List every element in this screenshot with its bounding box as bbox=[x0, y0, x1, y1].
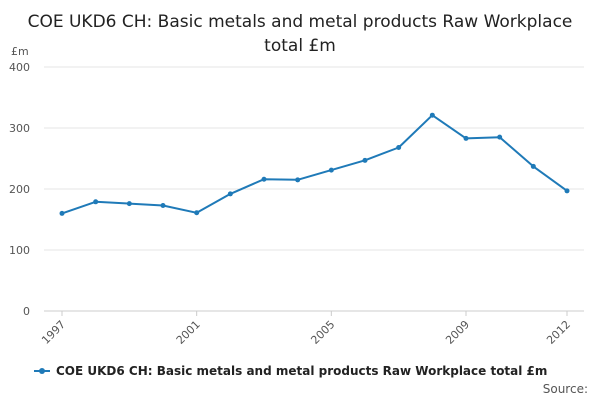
data-point bbox=[362, 157, 368, 163]
legend-label: COE UKD6 CH: Basic metals and metal prod… bbox=[56, 364, 548, 378]
x-axis-ticks: 1997 2001 2005 2009 2012 bbox=[39, 311, 573, 347]
x-tick-label: 2009 bbox=[443, 318, 472, 347]
x-tick-label: 2001 bbox=[174, 318, 203, 347]
data-point bbox=[328, 167, 334, 173]
series-line bbox=[61, 114, 568, 215]
y-tick-label: 0 bbox=[23, 305, 30, 318]
data-point bbox=[126, 201, 132, 207]
data-point bbox=[160, 202, 166, 208]
data-point bbox=[194, 210, 200, 216]
data-point bbox=[396, 145, 402, 151]
data-point bbox=[93, 199, 99, 205]
x-tick-label: 1997 bbox=[39, 318, 68, 347]
data-point bbox=[295, 177, 301, 183]
y-tick-label: 100 bbox=[9, 244, 30, 257]
legend[interactable]: COE UKD6 CH: Basic metals and metal prod… bbox=[34, 364, 547, 378]
data-point bbox=[261, 176, 267, 182]
y-tick-label: 300 bbox=[9, 122, 30, 135]
gridlines bbox=[44, 66, 584, 312]
y-axis-ticks: 0 100 200 300 400 bbox=[9, 61, 30, 318]
series-group bbox=[59, 112, 570, 216]
y-tick-label: 200 bbox=[9, 183, 30, 196]
chart-title: COE UKD6 CH: Basic metals and metal prod… bbox=[27, 12, 573, 56]
data-point bbox=[429, 112, 435, 118]
data-point bbox=[463, 135, 469, 141]
data-point bbox=[497, 134, 503, 140]
data-point bbox=[59, 210, 65, 216]
x-tick-label: 2005 bbox=[308, 318, 337, 347]
y-axis-unit-label: £m bbox=[11, 45, 29, 58]
x-tick-label: 2012 bbox=[544, 318, 573, 347]
data-point bbox=[227, 191, 233, 197]
source-label: Source: bbox=[542, 382, 588, 396]
legend-swatch bbox=[34, 368, 50, 374]
y-tick-label: 400 bbox=[9, 61, 30, 74]
data-point bbox=[530, 163, 536, 169]
data-point bbox=[564, 188, 570, 194]
